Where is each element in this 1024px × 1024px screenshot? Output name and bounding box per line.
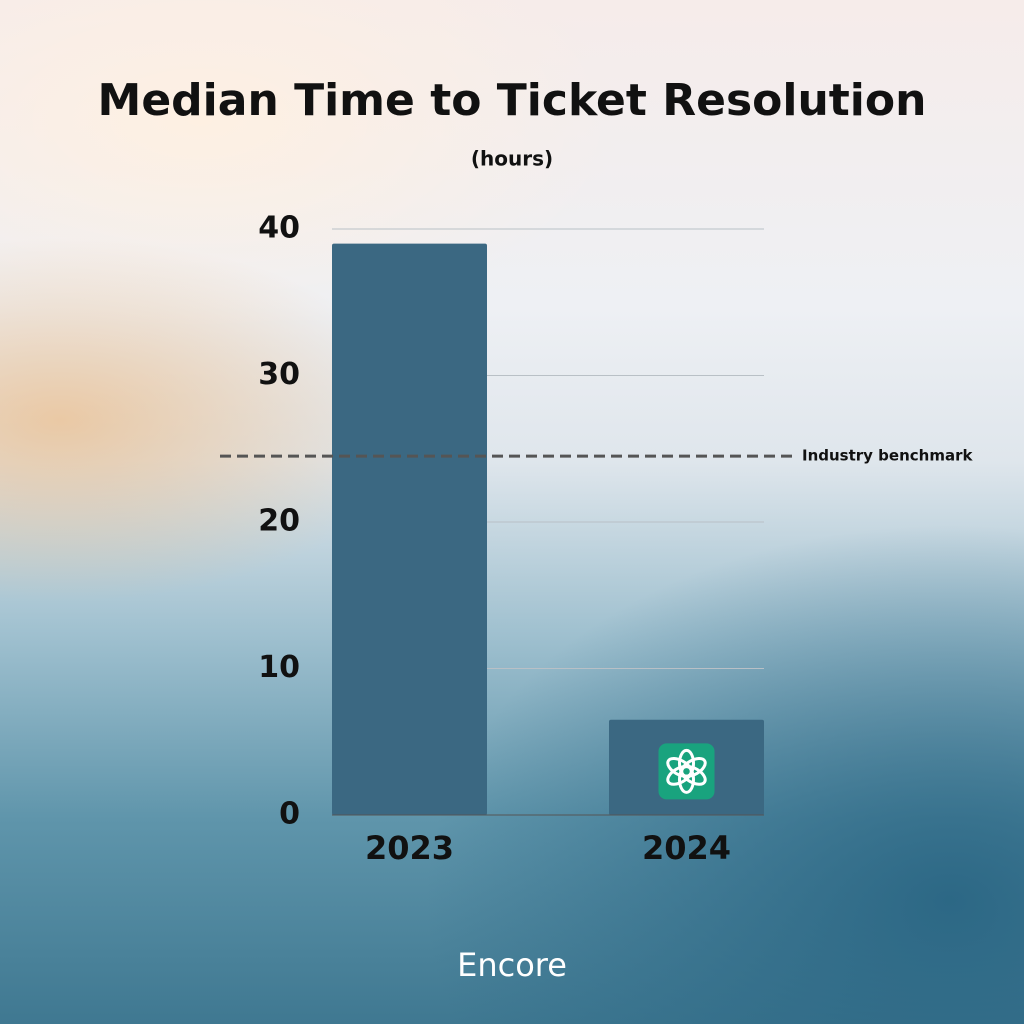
y-tick-label: 20 (258, 504, 300, 539)
icon-petal (666, 756, 693, 778)
y-tick-label: 10 (258, 650, 300, 685)
chart-subtitle: (hours) (471, 147, 553, 171)
y-tick-label: 0 (279, 797, 300, 832)
y-tick-label: 30 (258, 357, 300, 392)
ai-icon (658, 743, 715, 800)
brand-logo: Encore (457, 946, 567, 984)
y-tick-label: 40 (258, 211, 300, 246)
benchmark-label: Industry benchmark (802, 447, 973, 465)
bar (332, 243, 487, 815)
x-tick-label: 2023 (365, 829, 454, 867)
x-tick-label: 2024 (642, 829, 731, 867)
chart-title: Median Time to Ticket Resolution (98, 75, 927, 126)
